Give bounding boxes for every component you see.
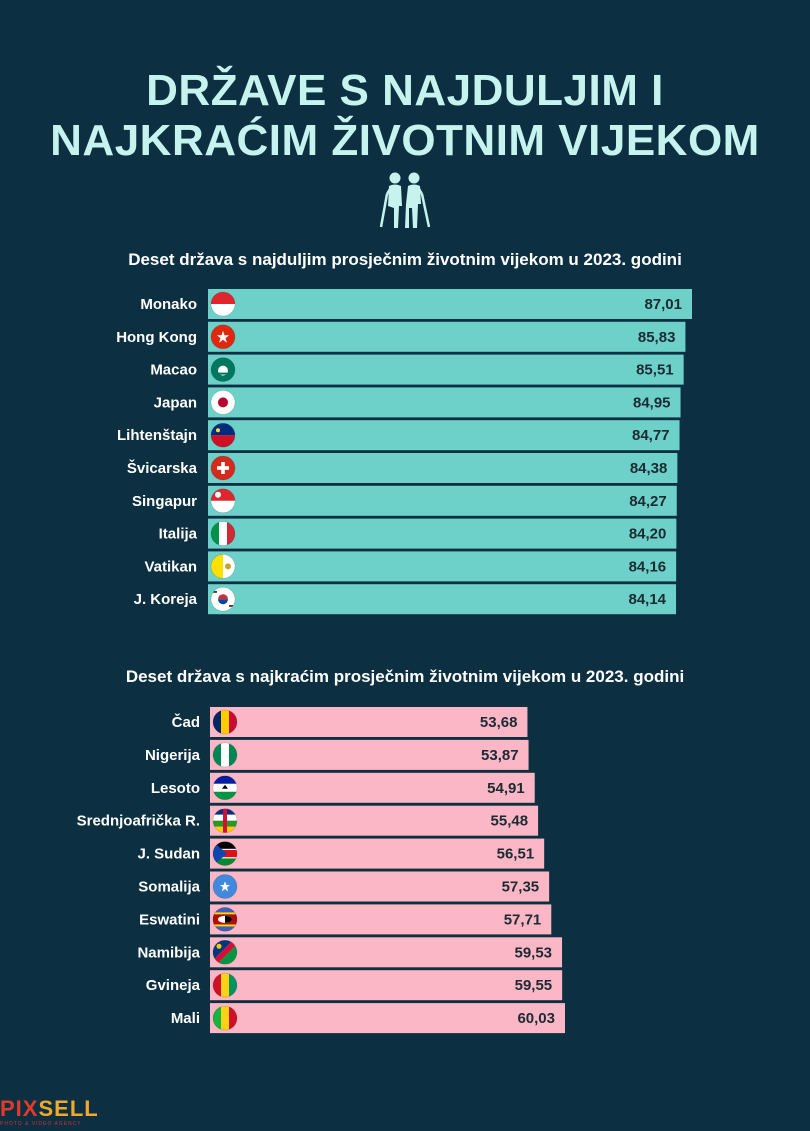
category-label: Vatikan	[144, 558, 197, 575]
bar	[210, 739, 529, 770]
bar	[208, 289, 692, 319]
monaco-flag-icon	[210, 291, 236, 317]
value-label: 84,95	[633, 394, 671, 411]
value-label: 84,16	[629, 558, 667, 575]
category-label: Srednjoafrička R.	[77, 813, 200, 830]
value-label: 54,91	[487, 780, 525, 797]
category-label: Hong Kong	[116, 329, 197, 346]
bar	[210, 937, 563, 968]
bar	[208, 485, 677, 516]
value-label: 53,87	[481, 747, 519, 764]
category-label: Monako	[140, 296, 197, 313]
macao-flag-icon	[210, 357, 236, 383]
somalia-flag-icon	[212, 874, 238, 899]
italy-flag-icon	[210, 521, 236, 546]
value-label: 84,77	[632, 427, 670, 444]
bar	[210, 1003, 565, 1034]
value-label: 55,48	[491, 813, 529, 830]
category-label: Somalija	[138, 879, 200, 896]
category-label: Namibija	[137, 944, 200, 961]
bar	[208, 420, 680, 451]
category-label: Singapur	[132, 493, 197, 510]
south-sudan-flag-icon	[212, 841, 238, 866]
central-african-republic-flag-icon	[212, 808, 238, 834]
category-label: Gvineja	[146, 977, 201, 994]
bar	[210, 838, 545, 869]
bar	[210, 772, 535, 803]
category-label: Lesoto	[151, 780, 200, 797]
category-label: Švicarska	[127, 459, 198, 477]
value-label: 85,83	[638, 329, 676, 346]
logo-text-main: PIX	[0, 1096, 39, 1121]
lesotho-flag-icon	[212, 775, 238, 801]
top-chart-subtitle: Deset država s najduljim prosječnim živo…	[128, 250, 682, 269]
bar	[208, 518, 677, 549]
guinea-flag-icon	[212, 972, 238, 998]
liechtenstein-flag-icon	[210, 422, 236, 448]
bar	[210, 707, 528, 737]
logo-text-accent: SELL	[38, 1096, 99, 1121]
singapore-flag-icon	[210, 488, 236, 514]
value-label: 84,14	[628, 591, 666, 608]
title-line-1: DRŽAVE S NAJDULJIM I	[146, 66, 664, 115]
value-label: 59,55	[515, 977, 553, 994]
title-line-2: NAJKRAĆIM ŽIVOTNIM VIJEKOM	[50, 116, 760, 165]
bar	[208, 387, 681, 418]
category-label: Japan	[154, 394, 197, 411]
bar	[208, 551, 677, 582]
value-label: 59,53	[514, 944, 552, 961]
bar	[208, 584, 677, 615]
hong-kong-flag-icon	[210, 324, 236, 350]
category-label: Mali	[171, 1010, 200, 1027]
category-label: J. Sudan	[137, 846, 200, 863]
namibia-flag-icon	[212, 939, 238, 965]
value-label: 53,68	[480, 714, 518, 731]
logo-tagline: PHOTO & VIDEO AGENCY	[0, 1121, 82, 1127]
japan-flag-icon	[210, 389, 236, 415]
value-label: 57,71	[504, 911, 542, 928]
category-label: Macao	[150, 362, 197, 379]
value-label: 57,35	[502, 879, 540, 896]
value-label: 84,27	[629, 493, 667, 510]
bottom-chart-subtitle: Deset država s najkraćim prosječnim živo…	[125, 667, 685, 686]
bar	[210, 904, 552, 935]
value-label: 87,01	[644, 296, 682, 313]
pixsell-logo: PIXSELL PHOTO & VIDEO AGENCY	[0, 1096, 99, 1128]
category-label: Eswatini	[139, 911, 200, 928]
bar	[210, 805, 539, 836]
eswatini-flag-icon	[212, 907, 238, 932]
bar	[210, 970, 563, 1001]
category-label: Lihtenštajn	[117, 427, 197, 444]
mali-flag-icon	[212, 1005, 238, 1031]
vatican-flag-icon	[210, 554, 236, 579]
value-label: 85,51	[636, 362, 674, 379]
elderly-couple-icon	[379, 172, 431, 228]
page-title: DRŽAVE S NAJDULJIM I NAJKRAĆIM ŽIVOTNIM …	[0, 66, 810, 166]
switzerland-flag-icon	[210, 455, 236, 481]
nigeria-flag-icon	[212, 742, 238, 768]
bar	[208, 453, 678, 483]
value-label: 84,20	[629, 526, 667, 543]
value-label: 84,38	[630, 460, 668, 477]
south-korea-flag-icon	[210, 586, 236, 612]
value-label: 56,51	[497, 846, 535, 863]
chad-flag-icon	[212, 709, 238, 735]
category-label: Nigerija	[145, 747, 201, 764]
category-label: J. Koreja	[134, 591, 198, 608]
bar	[208, 321, 686, 352]
bar	[208, 354, 684, 385]
bar	[210, 871, 550, 902]
value-label: 60,03	[517, 1010, 555, 1027]
category-label: Italija	[159, 526, 198, 543]
category-label: Čad	[172, 713, 200, 731]
